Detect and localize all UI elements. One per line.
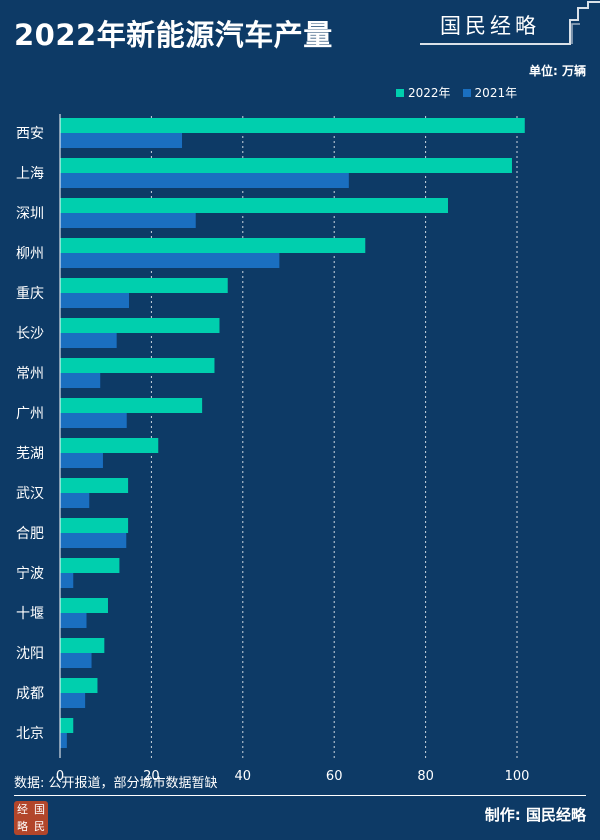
bar-2022 [60, 318, 220, 333]
bar-2022 [60, 238, 366, 253]
legend-swatch-2022 [396, 88, 404, 97]
category-label: 常州 [16, 366, 44, 382]
category-label: 芜湖 [16, 445, 44, 462]
legend-item-2021: 2021年 [462, 84, 518, 101]
bar-2021 [60, 573, 74, 588]
category-label: 合肥 [16, 526, 44, 542]
legend-label-2021: 2021年 [474, 86, 518, 100]
logo-char: 经 [17, 803, 28, 816]
legend-item-2022: 2022年 [396, 84, 451, 101]
bar-2021 [60, 213, 196, 228]
maker-credit: 制作: 国民经略 [484, 806, 586, 824]
category-label: 重庆 [16, 286, 44, 302]
bar-2021 [60, 293, 130, 308]
bar-2021 [60, 333, 117, 348]
category-label: 西安 [16, 126, 44, 142]
bar-2022 [60, 598, 108, 613]
page-title: 2022年新能源汽车产量 [14, 18, 333, 52]
logo-char: 国 [34, 803, 45, 816]
bar-2021 [60, 133, 183, 148]
category-label: 武汉 [16, 486, 44, 502]
bar-2022 [60, 478, 129, 493]
category-label: 北京 [16, 726, 44, 742]
legend-label-2022: 2022年 [408, 86, 451, 100]
category-label: 成都 [16, 686, 44, 702]
x-tick-label: 80 [417, 769, 434, 784]
x-tick-label: 60 [326, 769, 343, 784]
bar-2022 [60, 438, 159, 453]
category-label: 长沙 [16, 326, 44, 342]
footer-divider [14, 795, 586, 796]
bar-2022 [60, 158, 512, 173]
unit-label: 单位: 万辆 [529, 64, 586, 78]
x-tick-label: 0 [56, 769, 64, 784]
bar-2021 [60, 493, 90, 508]
bar-2021 [60, 653, 92, 668]
bar-2022 [60, 638, 105, 653]
legend: 2022年 2021年 [396, 84, 517, 101]
bar-2021 [60, 373, 101, 388]
x-tick-label: 40 [235, 769, 252, 784]
category-label: 广州 [16, 406, 44, 422]
x-tick-label: 20 [143, 769, 160, 784]
bar-2022 [60, 518, 129, 533]
category-label: 沈阳 [16, 646, 44, 662]
bar-2022 [60, 358, 215, 373]
logo-char: 略 [17, 820, 28, 833]
bar-2021 [60, 453, 103, 468]
bar-2021 [60, 693, 86, 708]
bar-2022 [60, 558, 120, 573]
category-label: 柳州 [16, 245, 44, 262]
logo-icon: 经 国 略 民 [14, 801, 48, 835]
bar-2022 [60, 678, 98, 693]
bar-2022 [60, 198, 448, 213]
logo-char: 民 [34, 820, 45, 833]
bar-2022 [60, 278, 228, 293]
bar-2021 [60, 533, 127, 548]
bar-2021 [60, 733, 67, 748]
category-label: 十堰 [16, 606, 44, 622]
bar-2022 [60, 118, 525, 133]
brand-name: 国民经略 [440, 14, 540, 38]
bar-2022 [60, 398, 203, 413]
legend-swatch-2021 [462, 88, 471, 97]
category-label: 深圳 [16, 206, 44, 222]
source-note: 数据: 公开报道，部分城市数据暂缺 [14, 776, 218, 791]
category-label: 上海 [16, 166, 44, 182]
bar-2021 [60, 613, 87, 628]
bar-2021 [60, 253, 280, 268]
brand-skyline-icon [420, 1, 600, 45]
bar-2022 [60, 718, 74, 733]
bar-2021 [60, 173, 349, 188]
bar-2021 [60, 413, 127, 428]
category-label: 宁波 [16, 565, 44, 582]
x-tick-label: 100 [505, 769, 530, 784]
